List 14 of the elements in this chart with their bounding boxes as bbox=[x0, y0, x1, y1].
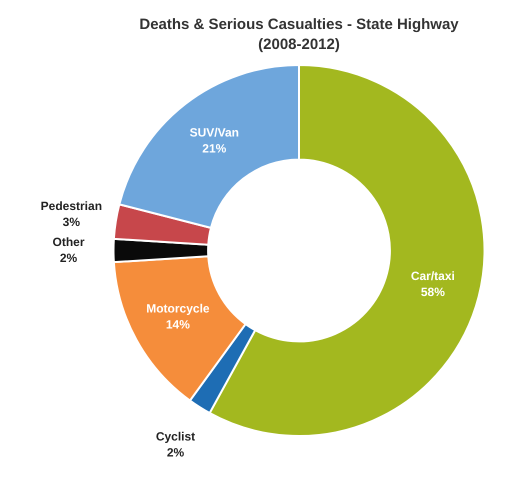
chart-title: Deaths & Serious Casualties - State Highway bbox=[139, 16, 460, 34]
slice-label: Pedestrian bbox=[40, 198, 102, 213]
data-label: 14% bbox=[166, 317, 190, 332]
data-label: 2% bbox=[166, 445, 184, 460]
chart-subtitle: (2008-2012) bbox=[258, 36, 340, 54]
data-label: 58% bbox=[420, 285, 446, 300]
slice-label: Car/taxi bbox=[410, 269, 455, 284]
slice-label: Cyclist bbox=[156, 429, 196, 444]
slice-label: SUV/Van bbox=[190, 126, 239, 140]
slice-label: Other bbox=[52, 234, 85, 249]
data-label: 21% bbox=[202, 142, 227, 156]
data-label: 2% bbox=[60, 250, 78, 265]
data-label: 3% bbox=[62, 214, 80, 229]
slice-label: Motorcycle bbox=[146, 301, 210, 316]
